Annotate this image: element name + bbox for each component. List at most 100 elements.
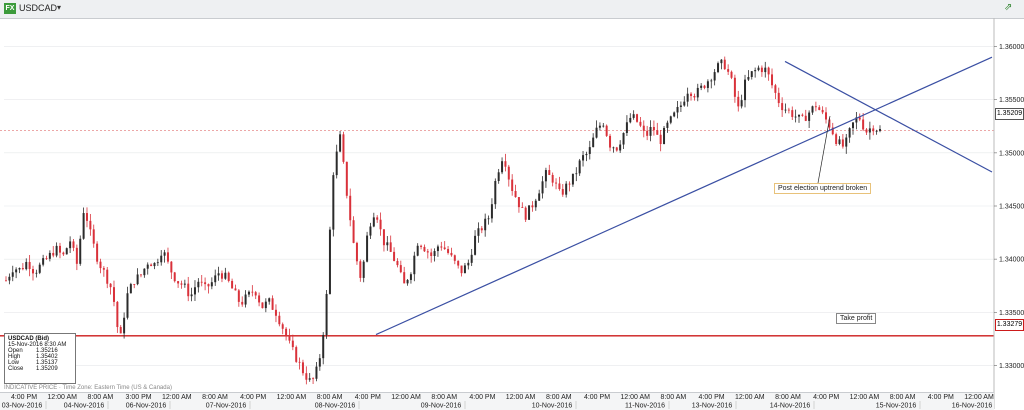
candle-body [312,378,315,380]
candle-body [55,245,58,256]
candle-body [811,106,814,113]
candle-body [180,283,183,285]
candle-body [558,183,561,190]
candle-body [494,180,497,205]
candle-body [79,238,82,264]
candle-body [690,93,693,96]
candle-body [170,261,173,273]
candle-body [629,117,632,123]
annotation-arrow [817,115,831,184]
time-tick-label: 8:00 AM [431,394,457,401]
time-axis[interactable] [0,392,994,410]
y-tick-label: 1.33000 [999,363,1024,370]
candle-body [268,298,271,302]
ohlc-info-box: USDCAD (Bid) 15-Nov-2016 8:30 AM Open 1.3… [4,333,76,384]
candle-body [295,347,298,362]
candle-body [146,264,149,269]
candle-body [129,284,132,294]
candle-body [440,246,443,248]
candle-body [126,293,129,318]
candle-body [534,200,537,208]
candle-body [740,100,743,107]
candle-body [413,255,416,275]
candle-body [855,117,858,123]
candle-body [794,116,797,118]
candle-body [875,130,878,132]
time-tick-label: 12:00 AM [735,394,765,401]
candle-body [595,127,598,138]
candle-body [528,205,531,220]
symbol-selector[interactable]: USDCAD [19,3,58,13]
candle-body [193,287,196,295]
candle-body [106,269,109,284]
date-tick-label: 13-Nov-2016 [692,403,733,410]
candle-body [322,334,325,359]
chevron-down-icon[interactable]: ▾ [57,3,62,12]
candle-body [339,134,342,152]
date-tick-label: 11-Nov-2016 [625,403,665,410]
date-tick-label: 09-Nov-2016 [421,403,462,410]
candle-body [615,147,618,151]
time-tick-label: 12:00 AM [47,394,77,401]
candle-body [352,220,355,243]
info-datetime: 15-Nov-2016 8:30 AM [8,342,67,348]
uptrend-line [375,56,993,336]
candle-body [642,125,645,131]
candle-body [679,105,682,107]
candle-body [814,106,817,108]
time-tick-label: 4:00 PM [355,394,381,401]
candle-body [571,173,574,185]
candle-body [166,252,169,262]
time-tick-label: 4:00 PM [928,394,954,401]
candle-body [244,294,247,305]
candle-body [447,249,450,253]
candle-body [771,74,774,86]
candle-body [204,282,207,285]
candle-body [82,213,85,239]
candle-body [89,220,92,230]
timezone-footnote: INDICATIVE PRICE · Time Zone: Eastern Ti… [4,385,172,391]
candle-body [45,258,48,259]
candle-body [355,242,358,262]
candle-body [747,76,750,80]
candle-body [207,284,210,287]
y-tick-label: 1.35500 [999,97,1024,104]
info-low-label: Low [8,360,20,366]
candle-body [325,293,328,335]
candle-body [872,128,875,132]
candle-body [511,179,514,191]
candle-body [693,95,696,98]
candle-body [750,71,753,77]
candle-body [99,261,102,269]
candle-body [386,242,389,246]
time-tick-label: 12:00 AM [850,394,880,401]
pin-icon[interactable]: ⇗ [1004,2,1013,13]
candle-body [659,134,662,145]
candle-body [42,258,45,265]
candle-body [507,166,510,180]
candle-body [393,251,396,261]
candle-body [318,358,321,367]
candle-body [187,283,190,297]
candle-body [700,85,703,88]
candle-body [713,72,716,81]
candle-body [676,106,679,113]
candle-body [406,279,409,284]
candle-body [450,252,453,256]
candle-body [686,93,689,102]
candle-body [379,219,382,230]
y-tick-label: 1.33500 [999,310,1024,317]
candle-body [652,126,655,131]
candle-body [247,291,250,295]
time-tick-label: 8:00 AM [546,394,572,401]
candle-body [85,213,88,221]
candle-body [787,109,790,111]
candle-body [190,294,193,297]
candle-body [116,301,119,328]
candle-body [649,126,652,136]
candle-body [804,115,807,121]
candle-body [477,228,480,236]
candle-body [163,252,166,256]
candle-body [774,85,777,93]
